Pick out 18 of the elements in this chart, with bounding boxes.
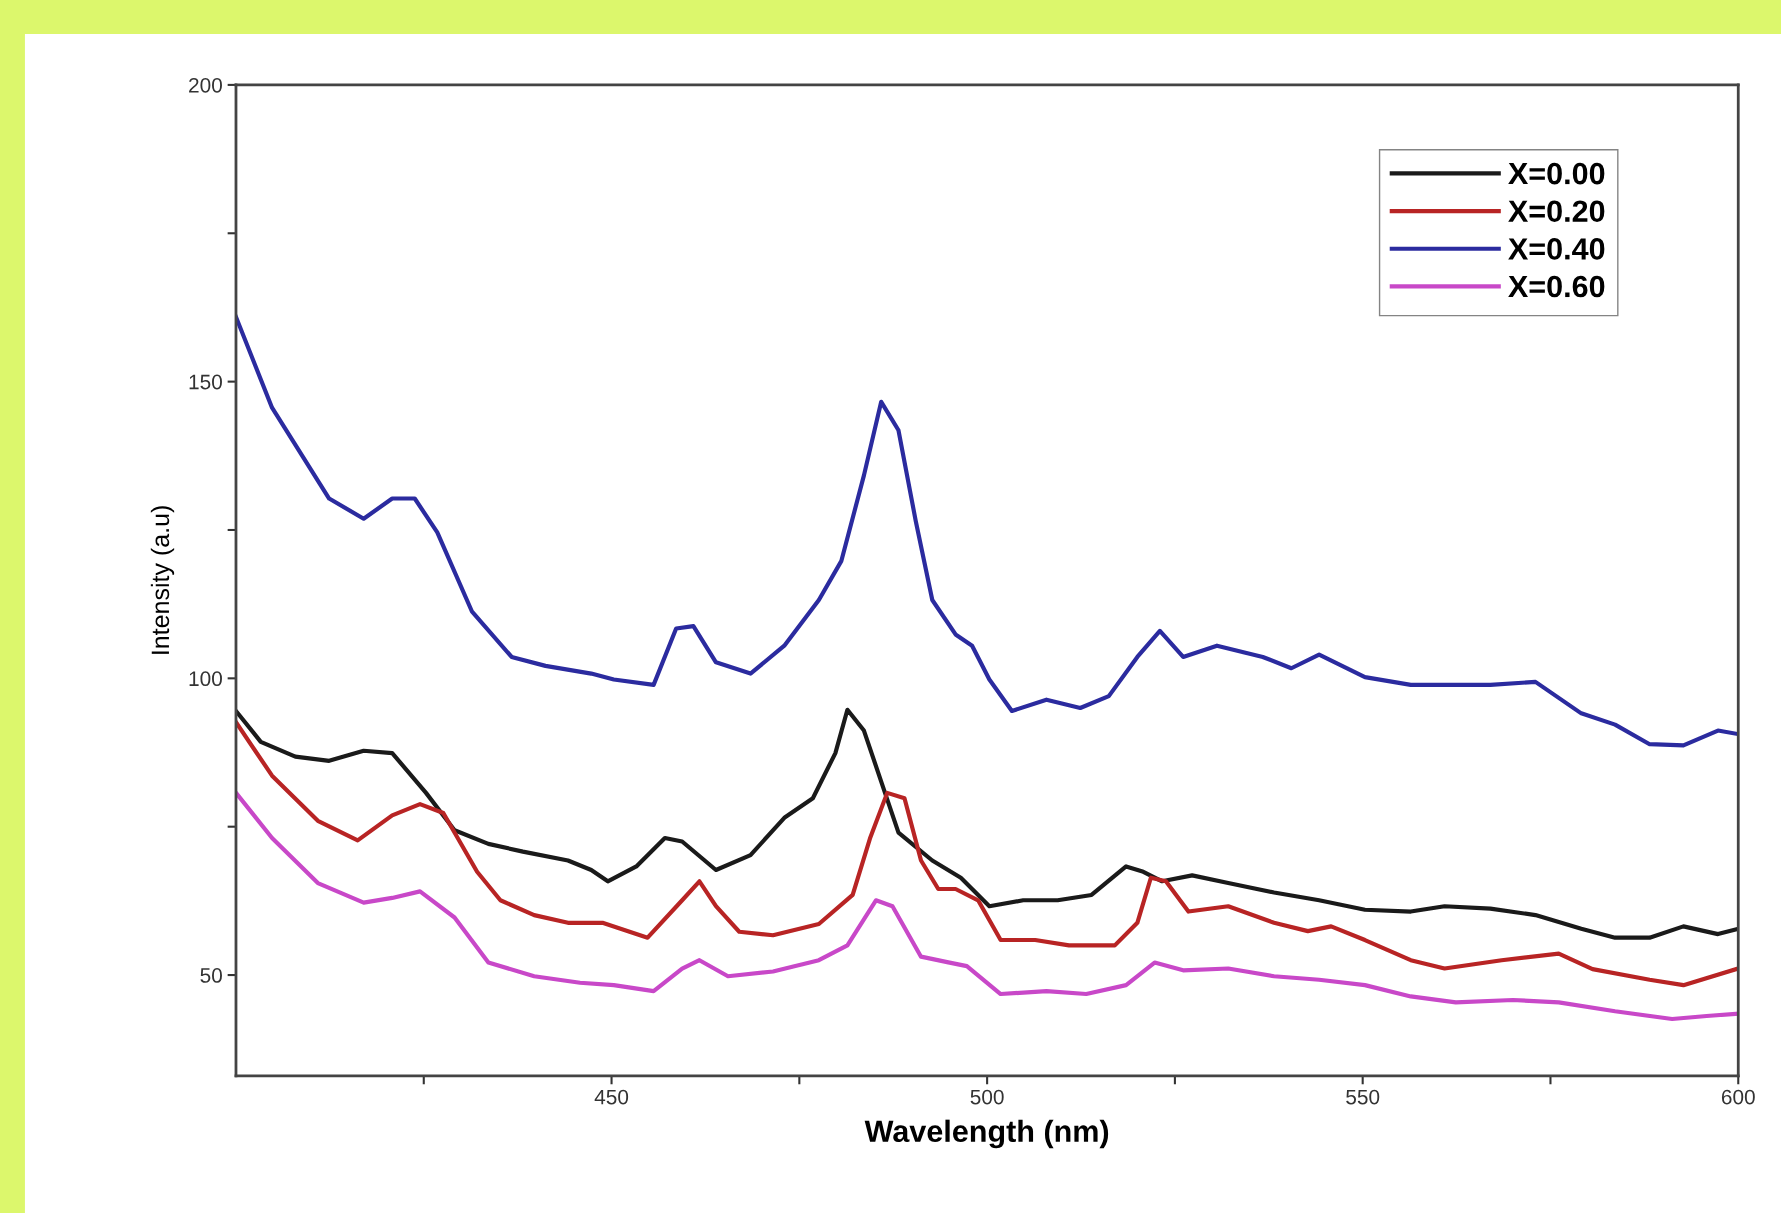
y-axis-title: Intensity (a.u)	[150, 506, 175, 654]
line-series	[235, 790, 1739, 1022]
x-tick-label: 500	[970, 1089, 1004, 1105]
legend-label: X=0.40	[1508, 238, 1605, 260]
y-tick-label: 150	[189, 374, 222, 390]
legend-label: X=0.00	[1508, 162, 1605, 185]
line-series	[235, 314, 1739, 748]
line-series	[235, 720, 1739, 988]
y-tick-label: 200	[189, 77, 222, 93]
y-tick-label: 50	[200, 968, 222, 983]
x-tick-label: 450	[594, 1089, 629, 1105]
legend-label: X=0.20	[1508, 200, 1605, 223]
y-tick-label: 100	[189, 671, 222, 687]
x-tick-label: 550	[1346, 1089, 1380, 1105]
x-axis-title: Wavelength (nm)	[864, 1119, 1109, 1149]
legend-label: X=0.60	[1508, 275, 1605, 298]
line-series	[235, 707, 1739, 940]
x-tick-label: 600	[1721, 1089, 1755, 1105]
